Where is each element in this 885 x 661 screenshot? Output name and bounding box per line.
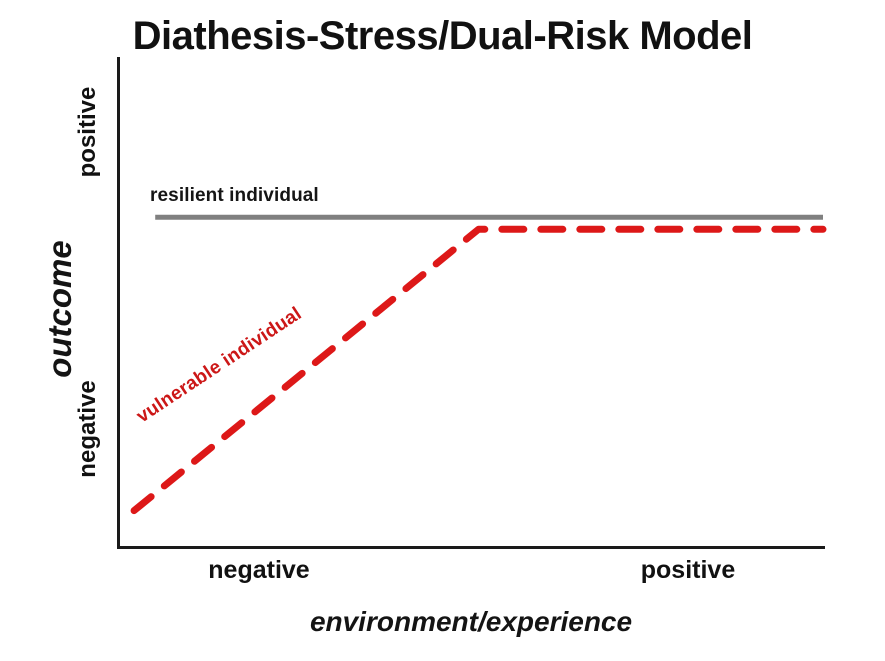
x-tick-label-positive: positive (640, 556, 736, 584)
x-axis-line (117, 546, 825, 549)
y-axis-line (117, 57, 120, 549)
series-line-vulnerable-individual (130, 225, 827, 515)
chart-title: Diathesis-Stress/Dual-Risk Model (132, 14, 753, 58)
x-axis-title: environment/experience (309, 606, 633, 637)
x-tick-label-negative: negative (208, 556, 310, 584)
annotation-resilient-individual: resilient individual (150, 185, 319, 206)
